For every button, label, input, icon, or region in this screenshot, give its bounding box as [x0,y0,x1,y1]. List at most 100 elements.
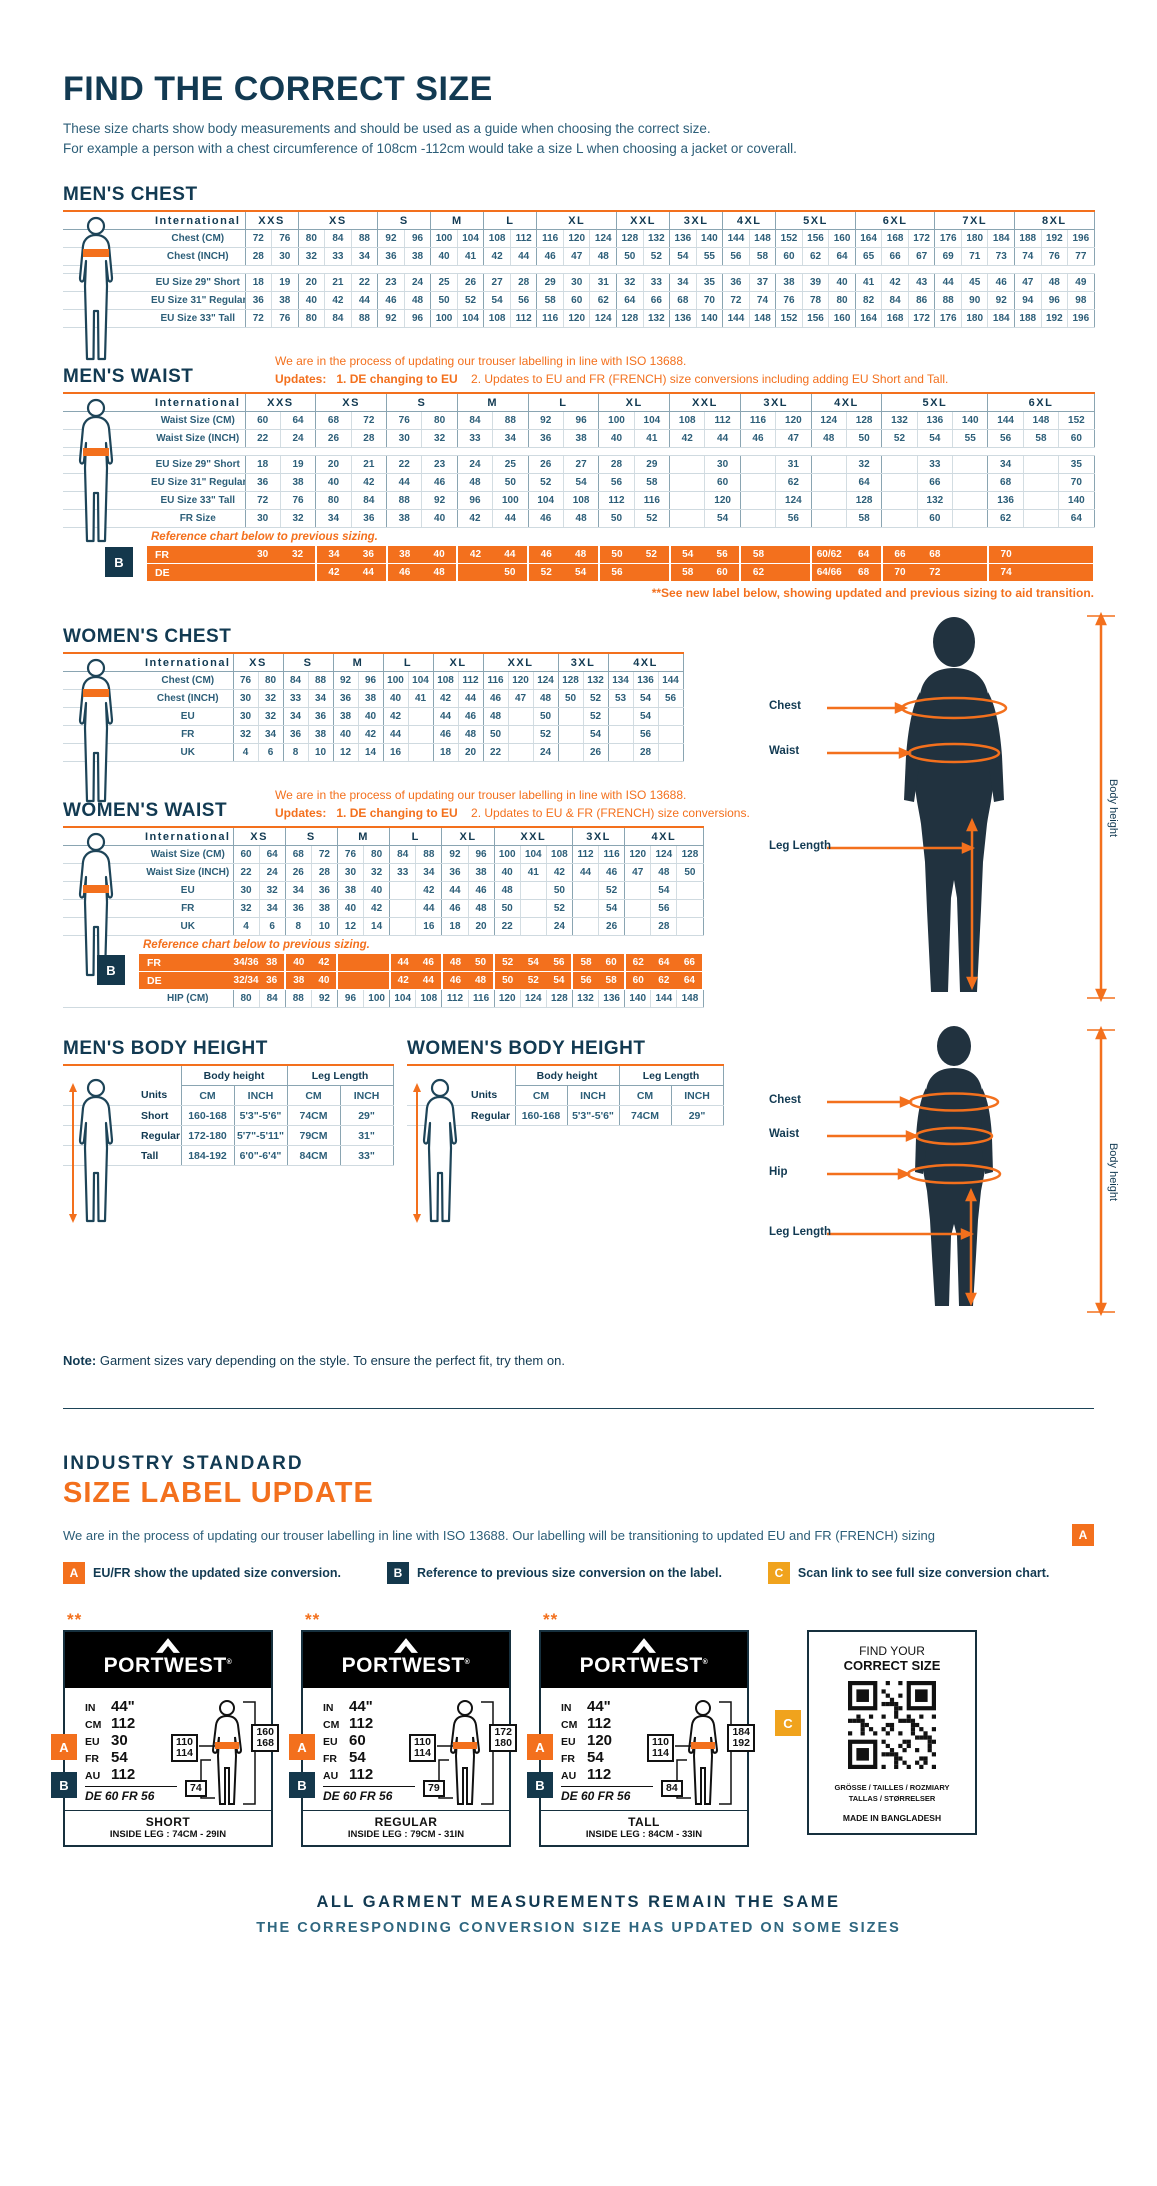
size-cell: 28 [598,455,635,475]
size-cell: 50 [430,291,458,311]
male-outline-icon [67,398,125,553]
size-cell: 36 [245,473,281,493]
size-cell: 88 [351,309,379,329]
size-cell: 116 [536,309,564,329]
size-cell: 24 [457,455,494,475]
size-cell: 84 [351,491,388,511]
height-figure-icon [67,1078,125,1233]
size-cell: 24 [533,743,559,763]
size-cell [337,971,364,991]
size-cell: 108 [546,845,573,865]
size-group-header: XXS [245,393,317,413]
size-cell: 38 [358,689,384,709]
size-cell: 32 [233,725,259,745]
size-cell: 42 [315,563,352,583]
size-cell: 42 [669,429,706,449]
tag-caption: REGULAR INSIDE LEG : 79CM - 31IN [303,1810,509,1845]
size-cell: 50 [468,954,496,973]
reference-note-row: Reference chart below to previous sizing… [63,936,703,955]
size-cell: 52 [520,971,547,991]
size-cell: 36 [245,291,273,311]
size-group-header: XS [233,827,286,847]
size-cell: 47 [563,247,591,267]
size-cell: 66 [676,954,705,973]
size-cell: 108 [669,411,706,431]
size-cell: 112 [704,411,741,431]
size-cell: 38 [563,429,600,449]
size-cell: 156 [802,229,830,249]
size-cell: 36 [351,546,388,565]
size-cell: 29 [536,273,564,293]
size-cell [634,563,671,583]
size-cell: 72 [917,563,953,583]
size-data-row: EU Size 29" Short 18 19 20 21 22 23 24 25 26 27 28 2… [63,455,1095,475]
tag-a-badge: A [527,1734,553,1761]
size-cell: 4 [233,917,260,937]
size-cell: 20 [458,743,484,763]
size-cell: 36 [528,429,564,449]
size-cell: 120 [508,671,534,691]
tag-value: 44" [587,1698,611,1716]
size-cell: 54 [546,971,574,991]
size-data-row: Chest (CM) 72 76 80 84 88 92 96 100 104 108 112 116 1… [63,229,1095,249]
size-cell: 50 [616,247,644,267]
tag-measure-row: CM 112 [85,1715,177,1732]
size-cell: 164 [855,229,883,249]
size-cell: 47 [508,689,534,709]
qr-c-badge: C [775,1710,801,1737]
size-group-header: XL [536,211,618,231]
size-cell: 88 [934,291,962,311]
size-cell: 132 [572,989,600,1009]
size-data-row: EU 30 32 34 36 38 40 42 44 46 48 50 52 54 [63,707,684,727]
bh-leg-length-header: Leg Length [287,1065,394,1087]
size-cell: 100 [494,845,521,865]
size-cell: 30 [233,881,260,901]
size-cell: 44 [934,273,962,293]
size-cell: 62 [802,247,830,267]
person-figure-icon [69,1079,114,1224]
size-cell: 144 [658,671,684,691]
size-cell: 60 [233,845,260,865]
measurement-arrows-female [827,1026,1115,1317]
size-cell: 46 [421,473,458,493]
size-cell: 49 [1067,273,1095,293]
size-cell: 184 [987,309,1015,329]
bh-cm: CM [514,1085,567,1107]
size-cell: 48 [563,546,600,565]
tag-measure-row: IN 44" [323,1698,415,1715]
size-cell: 34 [315,509,352,529]
tag-key: IN [561,1702,572,1715]
size-cell: 128 [546,989,573,1009]
size-cell: 92 [311,989,338,1009]
size-cell: 70 [881,563,918,583]
size-data-row: HIP (CM) 80 84 88 92 96 100 104 108 112 116 120 124 1… [63,989,704,1009]
size-cell: 20 [298,273,326,293]
size-cell: 16 [415,917,443,937]
size-cell: 30 [233,689,259,709]
size-cell: 48 [468,971,496,991]
person-figure-icon [78,399,114,543]
size-cell [1023,563,1059,583]
tag-value: 44" [349,1698,373,1716]
legend-text: Reference to previous size conversion on… [416,1566,722,1581]
womens-waist-update-note: We are in the process of updating our tr… [275,786,750,822]
row-label: EU Size 31" Regular [63,291,246,311]
size-cell: 42 [383,707,409,727]
size-cell: 54 [917,429,954,449]
size-group-header: 6XL [855,211,936,231]
size-cell: 136 [633,671,659,691]
size-cell: 132 [881,411,918,431]
size-cell: 30 [233,707,259,727]
size-cell: 98 [1067,291,1095,311]
size-cell [558,707,584,727]
bh-value: 5'7"-5'11" [233,1125,288,1147]
bh-value: 184-192 [180,1145,234,1167]
size-cell: 6 [259,917,286,937]
row-label: EU Size 33" Tall [63,491,246,511]
row-label: HIP (CM) [63,989,234,1009]
intro-text: These size charts show body measurements… [63,119,1094,158]
size-cell: 32 [259,881,286,901]
size-cell: 8 [283,743,309,763]
size-cell: 32 [258,707,284,727]
